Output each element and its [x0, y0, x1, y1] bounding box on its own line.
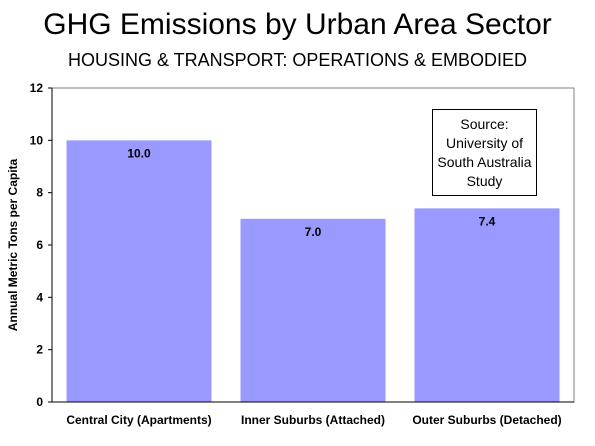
y-tick-label: 8 [36, 186, 43, 200]
bar-value-label: 10.0 [127, 146, 151, 160]
source-line: Source: [460, 116, 509, 132]
chart-title: GHG Emissions by Urban Area Sector [43, 8, 552, 41]
y-tick-label: 0 [36, 395, 43, 409]
bar [240, 218, 386, 402]
bar-value-label: 7.4 [479, 214, 496, 228]
x-tick-label: Inner Suburbs (Attached) [241, 413, 385, 427]
y-axis-ticks: 0 2 4 6 8 10 12 [30, 81, 52, 409]
bar [66, 140, 212, 403]
y-tick-label: 12 [30, 81, 44, 95]
bar [414, 208, 560, 402]
x-tick-label: Outer Suburbs (Detached) [412, 413, 561, 427]
source-line: Study [466, 173, 503, 189]
bars: 10.0 7.0 7.4 [66, 140, 560, 403]
bar-value-label: 7.0 [305, 225, 322, 239]
y-tick-label: 6 [36, 238, 43, 252]
x-axis-labels: Central City (Apartments) Inner Suburbs (… [66, 413, 561, 427]
source-line: University of [445, 135, 524, 151]
y-tick-label: 4 [36, 290, 43, 304]
source-line: South Australia [437, 154, 532, 170]
x-tick-label: Central City (Apartments) [66, 413, 211, 427]
y-axis-title: Annual Metric Tons per Capita [6, 158, 20, 331]
y-tick-label: 2 [36, 343, 43, 357]
chart-subtitle: HOUSING & TRANSPORT: OPERATIONS & EMBODI… [67, 50, 528, 70]
source-annotation: Source: University of South Australia St… [432, 109, 537, 196]
y-tick-label: 10 [30, 133, 44, 147]
